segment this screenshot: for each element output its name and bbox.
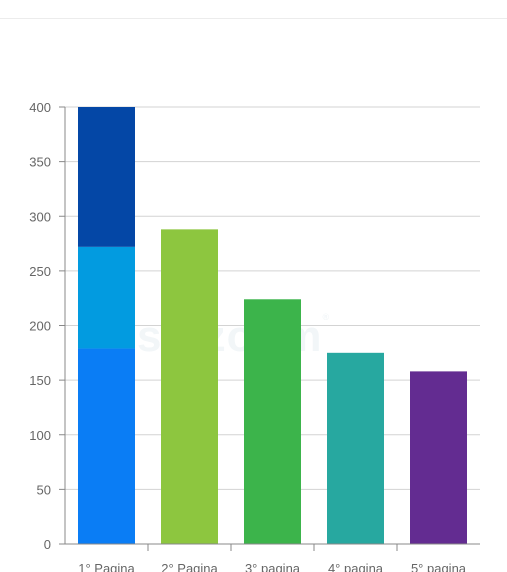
x-category-label: 1° Pagina [78, 561, 135, 572]
x-category-label: 2° Pagina [161, 561, 218, 572]
bar-segment [78, 107, 135, 247]
y-tick-label: 100 [29, 428, 51, 443]
top-bar [0, 0, 507, 19]
bar-segment [327, 352, 384, 544]
x-category-label: 5° pagina [411, 561, 467, 572]
y-tick-label: 300 [29, 209, 51, 224]
y-tick-label: 50 [37, 482, 51, 497]
bar-segment [410, 371, 467, 544]
y-tick-label: 350 [29, 155, 51, 170]
y-tick-label: 250 [29, 264, 51, 279]
y-tick-label: 0 [44, 537, 51, 552]
x-category-label: 3° pagina [245, 561, 301, 572]
bar-segment [78, 348, 135, 544]
y-tick-label: 150 [29, 373, 51, 388]
bar-segment [161, 229, 218, 545]
x-category-label: 4° pagina [328, 561, 384, 572]
y-tick-label: 400 [29, 100, 51, 115]
bar-segment [78, 246, 135, 349]
y-tick-label: 200 [29, 319, 51, 334]
bar-segment [244, 299, 301, 544]
